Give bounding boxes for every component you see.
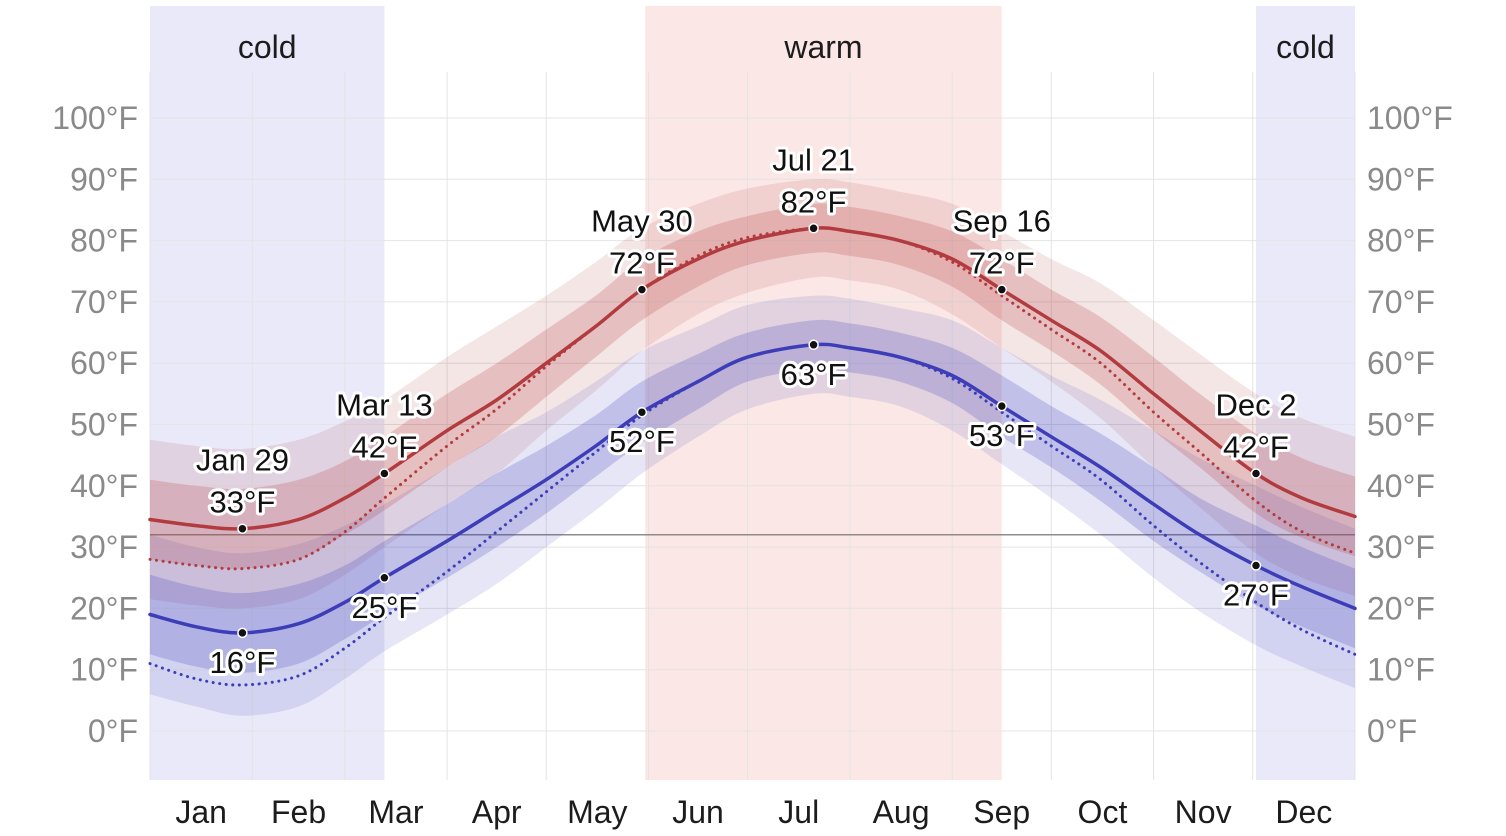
annotation-date-label: Sep 16 bbox=[953, 204, 1051, 239]
average-high-dotted-line bbox=[148, 226, 1357, 571]
annotation-high-temp-label: 72°F bbox=[609, 246, 675, 281]
y-axis-label-right: 0°F bbox=[1367, 713, 1417, 749]
y-axis-label-right: 10°F bbox=[1367, 652, 1435, 688]
y-axis-label-left: 10°F bbox=[70, 652, 138, 688]
annotation-dot-low bbox=[237, 627, 248, 639]
month-label-feb: Feb bbox=[271, 794, 326, 830]
y-axis-label-right: 20°F bbox=[1367, 590, 1435, 626]
y-axis-label-left: 30°F bbox=[70, 529, 138, 565]
annotation-high-temp-label: 82°F bbox=[781, 184, 847, 219]
month-label-may: May bbox=[567, 794, 627, 830]
month-label-apr: Apr bbox=[472, 794, 522, 830]
annotation-dot-high bbox=[237, 523, 248, 534]
y-axis-label-left: 100°F bbox=[52, 100, 138, 136]
y-axis-label-left: 40°F bbox=[70, 468, 138, 504]
annotation-low-temp-label: 25°F bbox=[351, 590, 417, 625]
annotation-date-label: Mar 13 bbox=[336, 388, 432, 423]
annotation-date-label: Jul 21 bbox=[772, 142, 855, 177]
y-axis-label-right: 30°F bbox=[1367, 529, 1435, 565]
y-axis-label-left: 20°F bbox=[70, 590, 138, 626]
month-label-aug: Aug bbox=[873, 794, 930, 830]
annotation-date-label: Jan 29 bbox=[196, 443, 289, 478]
annotation-dot-high bbox=[1250, 468, 1262, 479]
y-axis-label-right: 90°F bbox=[1367, 161, 1435, 197]
y-axis-label-right: 100°F bbox=[1367, 100, 1453, 136]
average-low-inner-band bbox=[150, 319, 1355, 673]
annotation-date-label: Dec 2 bbox=[1215, 388, 1296, 423]
annotation-low-temp-label: 16°F bbox=[210, 645, 276, 680]
annotation-dot-low bbox=[996, 400, 1008, 412]
annotation-dot-high bbox=[636, 284, 648, 295]
annotation-high-temp-label: 72°F bbox=[969, 246, 1035, 281]
annotation-high-temp-label: 42°F bbox=[1223, 430, 1289, 465]
annotation-high-temp-label: 42°F bbox=[351, 430, 417, 465]
annotation-dot-low bbox=[379, 572, 390, 584]
y-axis-label-left: 60°F bbox=[70, 345, 138, 381]
month-label-nov: Nov bbox=[1175, 794, 1232, 830]
season-label-warm: warm bbox=[783, 29, 862, 65]
y-axis-label-right: 50°F bbox=[1367, 407, 1435, 443]
y-axis-label-right: 80°F bbox=[1367, 223, 1435, 259]
annotation-dot-low bbox=[1250, 560, 1262, 571]
month-label-mar: Mar bbox=[368, 794, 423, 830]
y-axis-label-left: 90°F bbox=[70, 161, 138, 197]
month-label-jun: Jun bbox=[672, 794, 724, 830]
annotation-low-temp-label: 27°F bbox=[1223, 577, 1289, 612]
season-label-cold: cold bbox=[1276, 29, 1335, 65]
annotation-dot-high bbox=[808, 223, 819, 234]
average-high-inner-band bbox=[150, 203, 1355, 569]
y-axis-label-left: 80°F bbox=[70, 223, 138, 259]
month-label-jan: Jan bbox=[175, 794, 227, 830]
y-axis-label-left: 70°F bbox=[70, 284, 138, 320]
month-label-dec: Dec bbox=[1275, 794, 1332, 830]
annotation-dot-low bbox=[636, 406, 648, 418]
average-high-outer-band bbox=[150, 179, 1355, 609]
annotation-dot-low bbox=[808, 339, 819, 351]
season-band-warm bbox=[645, 6, 1002, 780]
annotation-low-temp-label: 52°F bbox=[609, 424, 675, 459]
season-label-cold: cold bbox=[238, 29, 297, 65]
annotation-date-label: May 30 bbox=[591, 204, 693, 239]
month-label-sep: Sep bbox=[973, 794, 1030, 830]
average-low-line bbox=[148, 342, 1357, 635]
y-axis-label-right: 60°F bbox=[1367, 345, 1435, 381]
average-low-outer-band bbox=[150, 295, 1355, 716]
average-high-line bbox=[148, 226, 1357, 531]
season-band-cold bbox=[1256, 6, 1355, 780]
month-label-oct: Oct bbox=[1078, 794, 1128, 830]
annotation-dot-high bbox=[379, 468, 390, 479]
annotation-high-temp-label: 33°F bbox=[210, 485, 276, 520]
annotation-low-temp-label: 53°F bbox=[969, 418, 1035, 453]
month-label-jul: Jul bbox=[778, 794, 819, 830]
annotation-low-temp-label: 63°F bbox=[781, 357, 847, 392]
y-axis-label-left: 50°F bbox=[70, 407, 138, 443]
annotation-dot-high bbox=[996, 284, 1008, 295]
y-axis-label-right: 40°F bbox=[1367, 468, 1435, 504]
season-band-cold bbox=[150, 6, 385, 780]
y-axis-label-right: 70°F bbox=[1367, 284, 1435, 320]
y-axis-label-left: 0°F bbox=[88, 713, 138, 749]
